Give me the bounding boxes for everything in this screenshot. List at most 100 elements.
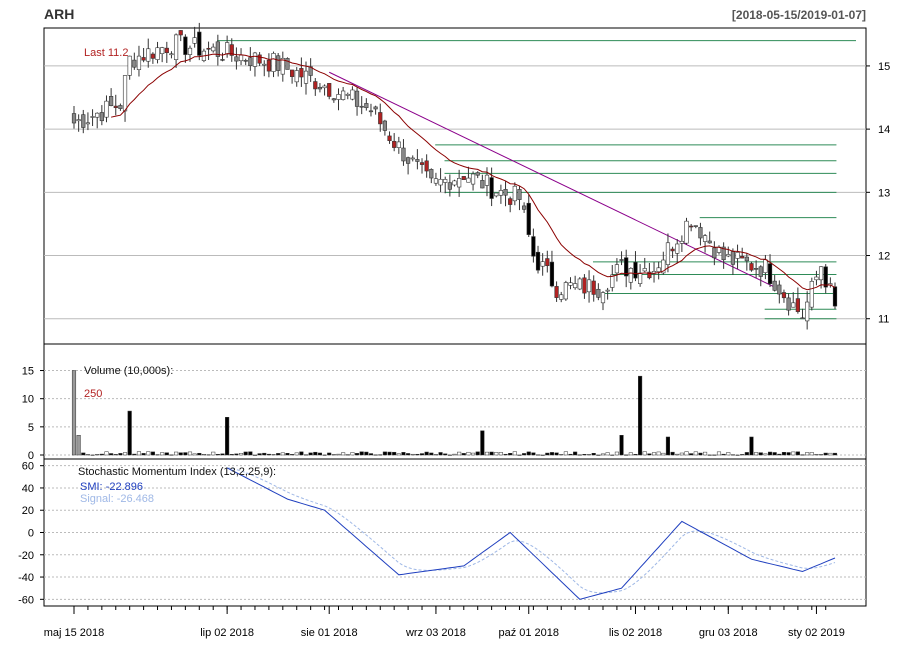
volume-bar xyxy=(605,452,610,456)
volume-bar xyxy=(716,451,722,456)
volume-bar xyxy=(438,452,443,456)
candle-body xyxy=(354,90,360,107)
volume-bar xyxy=(141,453,146,456)
candle-body xyxy=(693,225,698,227)
volume-tick-label: 5 xyxy=(28,422,34,434)
smi-tick-label: -60 xyxy=(18,594,34,606)
candle-body xyxy=(619,259,624,261)
volume-bar xyxy=(433,454,438,456)
candle-body xyxy=(494,192,499,197)
volume-bar xyxy=(364,451,369,456)
candle-body xyxy=(350,89,355,100)
volume-bar xyxy=(285,453,290,456)
candle-body xyxy=(638,272,643,284)
candle-body xyxy=(457,178,462,188)
candle-body xyxy=(331,98,336,101)
candle-body xyxy=(211,46,216,52)
volume-bar xyxy=(503,453,508,456)
volume-bar xyxy=(600,453,606,456)
candle-body xyxy=(136,55,142,70)
volume-bar xyxy=(373,454,378,456)
candle-body xyxy=(122,75,128,112)
volume-bar xyxy=(317,452,322,456)
candle-body xyxy=(225,42,230,55)
candle-body xyxy=(248,57,253,66)
volume-bar xyxy=(689,453,694,456)
candle-body xyxy=(522,205,527,210)
volume-bar xyxy=(303,454,309,456)
volume-bar xyxy=(294,452,299,456)
volume-bar xyxy=(549,452,554,456)
candle-body xyxy=(679,240,684,244)
volume-bar xyxy=(443,453,448,456)
price-tick-label: 13 xyxy=(878,187,890,199)
candle-body xyxy=(317,86,323,90)
candle-body xyxy=(596,288,601,298)
volume-bar xyxy=(781,452,787,456)
volume-bar xyxy=(220,453,225,456)
candle-body xyxy=(665,242,671,265)
volume-bar xyxy=(610,454,615,456)
candle-body xyxy=(234,56,239,62)
candle-body xyxy=(336,94,341,100)
volume-bar xyxy=(109,453,114,456)
candle-body xyxy=(71,113,77,124)
volume-bar xyxy=(136,451,142,456)
candle-body xyxy=(591,280,596,295)
volume-bar xyxy=(99,453,104,456)
x-tick-label: lis 02 2018 xyxy=(609,627,662,639)
volume-bar xyxy=(819,454,824,456)
candle-body xyxy=(559,294,564,300)
smi-lines xyxy=(226,467,836,600)
moving-average-line xyxy=(110,53,836,291)
candle-body xyxy=(517,189,522,200)
volume-bar xyxy=(512,451,517,456)
volume-bar xyxy=(624,454,629,456)
candle-body xyxy=(624,257,629,277)
candle-body xyxy=(735,252,740,259)
signal-value-label: Signal: -26.468 xyxy=(80,493,154,505)
volume-bars xyxy=(71,370,838,456)
candle-body xyxy=(271,53,276,72)
volume-bar xyxy=(201,453,206,456)
volume-bar xyxy=(81,452,86,456)
candle-body xyxy=(489,177,494,199)
volume-tick-label: 10 xyxy=(22,394,34,406)
volume-bar xyxy=(350,452,355,456)
x-tick-label: gru 03 2018 xyxy=(699,627,758,639)
volume-bar xyxy=(419,453,425,456)
candle-body xyxy=(113,105,118,109)
candle-body xyxy=(614,264,620,274)
smi-tick-label: 40 xyxy=(22,483,34,495)
candle-body xyxy=(503,189,508,196)
volume-bar xyxy=(401,452,406,456)
candle-body xyxy=(600,292,606,304)
volume-bar xyxy=(526,451,531,456)
candle-body xyxy=(466,177,471,183)
volume-bar xyxy=(271,454,276,456)
volume-bar xyxy=(712,454,717,456)
volume-bar xyxy=(313,451,318,456)
candle-body xyxy=(461,176,466,180)
candle-body xyxy=(721,246,726,261)
candle-body xyxy=(410,157,415,160)
signal-line xyxy=(227,467,836,594)
candle-body xyxy=(549,261,555,287)
candle-body xyxy=(740,256,745,259)
candle-body xyxy=(484,174,490,186)
volume-bar xyxy=(767,451,773,456)
price-tick-label: 14 xyxy=(878,124,890,136)
volume-bar xyxy=(535,454,541,456)
volume-bar xyxy=(225,417,230,456)
volume-bar xyxy=(730,454,735,456)
volume-bar xyxy=(823,452,828,456)
candle-body xyxy=(610,274,615,288)
candle-body xyxy=(378,112,383,125)
volume-bar xyxy=(554,452,559,456)
volume-bar xyxy=(577,454,582,456)
candle-body xyxy=(387,135,392,141)
volume-bar xyxy=(122,452,128,456)
candle-body xyxy=(99,112,104,122)
volume-bar xyxy=(387,451,392,456)
